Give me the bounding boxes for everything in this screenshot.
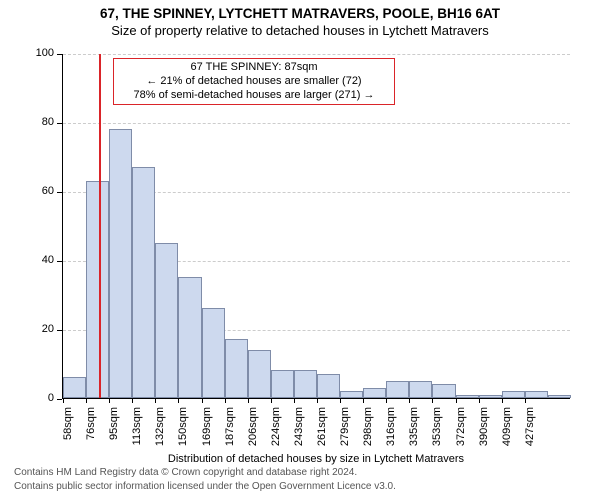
annotation-line: 78% of semi-detached houses are larger (… xyxy=(118,89,390,103)
x-tick-label: 243sqm xyxy=(293,407,305,449)
histogram-bar xyxy=(432,384,455,398)
histogram-bar xyxy=(132,167,155,398)
gridline xyxy=(63,54,570,55)
chart-area: 67 THE SPINNEY: 87sqm← 21% of detached h… xyxy=(0,0,600,500)
x-tick-label: 224sqm xyxy=(270,407,282,449)
x-tick xyxy=(63,398,64,403)
x-tick-label: 206sqm xyxy=(247,407,259,449)
x-tick-label: 316sqm xyxy=(385,407,397,449)
y-tick xyxy=(57,123,62,124)
x-tick-label: 298sqm xyxy=(362,407,374,449)
footer-line-2: Contains public sector information licen… xyxy=(14,480,396,494)
x-axis-label: Distribution of detached houses by size … xyxy=(62,453,570,465)
x-tick-label: 76sqm xyxy=(85,407,97,449)
y-tick-label: 100 xyxy=(26,47,54,59)
x-tick-label: 113sqm xyxy=(131,407,143,449)
histogram-bar xyxy=(548,395,571,398)
footer-line-1: Contains HM Land Registry data © Crown c… xyxy=(14,466,396,480)
plot-area: 67 THE SPINNEY: 87sqm← 21% of detached h… xyxy=(62,54,570,399)
chart-footer: Contains HM Land Registry data © Crown c… xyxy=(14,466,396,494)
y-tick-label: 80 xyxy=(26,116,54,128)
x-tick xyxy=(225,398,226,403)
histogram-bar xyxy=(409,381,432,398)
histogram-bar xyxy=(109,129,132,398)
x-tick-label: 353sqm xyxy=(431,407,443,449)
x-tick xyxy=(317,398,318,403)
gridline xyxy=(63,123,570,124)
x-tick-label: 132sqm xyxy=(154,407,166,449)
histogram-bar xyxy=(525,391,548,398)
x-tick xyxy=(479,398,480,403)
histogram-bar xyxy=(63,377,86,398)
x-tick xyxy=(432,398,433,403)
x-tick xyxy=(409,398,410,403)
annotation-line: ← 21% of detached houses are smaller (72… xyxy=(118,75,390,89)
histogram-bar xyxy=(248,350,271,398)
x-tick xyxy=(109,398,110,403)
histogram-bar xyxy=(340,391,363,398)
y-tick xyxy=(57,399,62,400)
histogram-bar xyxy=(502,391,525,398)
x-tick-label: 279sqm xyxy=(339,407,351,449)
x-tick-label: 95sqm xyxy=(108,407,120,449)
histogram-bar xyxy=(225,339,248,398)
y-tick-label: 60 xyxy=(26,185,54,197)
x-tick xyxy=(386,398,387,403)
x-tick-label: 261sqm xyxy=(316,407,328,449)
histogram-bar xyxy=(178,277,201,398)
y-tick xyxy=(57,330,62,331)
histogram-bar xyxy=(271,370,294,398)
x-tick xyxy=(248,398,249,403)
x-tick xyxy=(502,398,503,403)
x-tick-label: 427sqm xyxy=(524,407,536,449)
y-tick-label: 20 xyxy=(26,323,54,335)
annotation-line: 67 THE SPINNEY: 87sqm xyxy=(118,61,390,75)
property-marker-line xyxy=(99,54,101,398)
x-tick xyxy=(155,398,156,403)
histogram-bar xyxy=(86,181,109,398)
x-tick xyxy=(86,398,87,403)
histogram-bar xyxy=(386,381,409,398)
histogram-bar xyxy=(294,370,317,398)
x-tick xyxy=(271,398,272,403)
x-tick-label: 409sqm xyxy=(501,407,513,449)
y-tick xyxy=(57,192,62,193)
y-tick-label: 0 xyxy=(26,392,54,404)
x-tick xyxy=(363,398,364,403)
x-tick xyxy=(132,398,133,403)
x-tick xyxy=(202,398,203,403)
x-tick xyxy=(294,398,295,403)
x-tick xyxy=(340,398,341,403)
histogram-bar xyxy=(479,395,502,398)
annotation-box: 67 THE SPINNEY: 87sqm← 21% of detached h… xyxy=(113,58,395,105)
x-tick-label: 169sqm xyxy=(201,407,213,449)
x-tick-label: 187sqm xyxy=(224,407,236,449)
x-tick xyxy=(525,398,526,403)
x-tick xyxy=(456,398,457,403)
x-tick-label: 150sqm xyxy=(177,407,189,449)
histogram-bar xyxy=(155,243,178,398)
x-tick xyxy=(178,398,179,403)
y-tick-label: 40 xyxy=(26,254,54,266)
y-tick xyxy=(57,261,62,262)
histogram-bar xyxy=(456,395,479,398)
histogram-bar xyxy=(317,374,340,398)
x-tick-label: 372sqm xyxy=(455,407,467,449)
histogram-bar xyxy=(363,388,386,398)
y-tick xyxy=(57,54,62,55)
x-tick-label: 335sqm xyxy=(408,407,420,449)
histogram-bar xyxy=(202,308,225,398)
x-tick-label: 390sqm xyxy=(478,407,490,449)
x-tick-label: 58sqm xyxy=(62,407,74,449)
